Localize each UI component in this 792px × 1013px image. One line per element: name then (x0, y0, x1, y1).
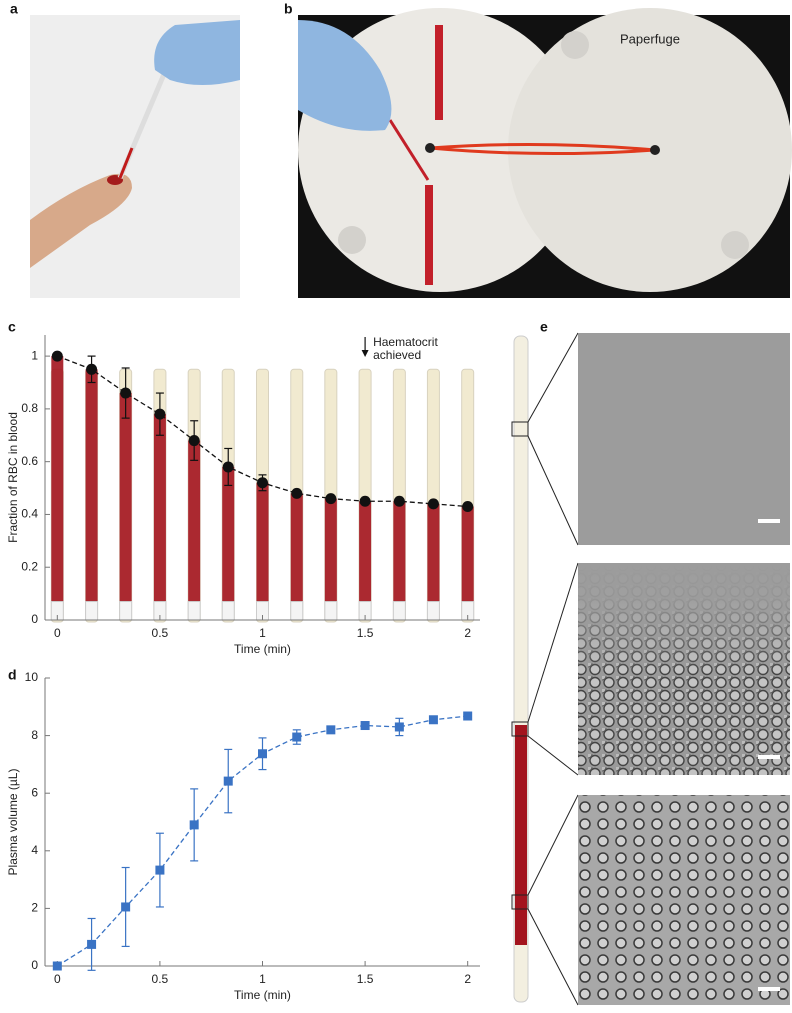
point (326, 725, 336, 735)
photo-a (30, 15, 240, 298)
tube-blood (290, 493, 303, 602)
tube-blood (153, 414, 166, 602)
point (360, 721, 370, 731)
point (223, 776, 233, 786)
point (222, 461, 234, 473)
photo-b: Paperfuge (298, 8, 792, 298)
panel-label: c (8, 319, 16, 335)
point (51, 350, 63, 362)
y-tick-label: 0 (31, 612, 38, 626)
tube-end (187, 601, 201, 621)
x-tick-label: 1.5 (357, 972, 374, 986)
tube-end (85, 601, 99, 621)
point (120, 387, 132, 399)
tube-end (426, 601, 440, 621)
y-tick-label: 4 (31, 843, 38, 857)
chart: 0 2 4 6 8 10 0 0.5 1 1.5 2 Time (min) Plasma volume … (6, 670, 480, 1002)
y-axis-label: Fraction of RBC in blood (6, 412, 20, 543)
tube-blood (324, 498, 337, 602)
x-tick-label: 1 (259, 626, 266, 640)
tube-end (324, 601, 338, 621)
point (359, 495, 371, 507)
x-axis-label: Time (min) (234, 988, 291, 1002)
panel-label: e (540, 319, 548, 335)
x-tick-label: 2 (464, 972, 471, 986)
y-tick-label: 8 (31, 728, 38, 742)
x-tick-label: 0.5 (152, 972, 169, 986)
tube-blood (427, 503, 440, 602)
tube-end (221, 601, 235, 621)
x-tick-label: 1 (259, 972, 266, 986)
y-tick-label: 0.4 (21, 507, 38, 521)
point (189, 820, 199, 830)
photo-label: Paperfuge (620, 31, 680, 46)
panel-label: b (284, 1, 293, 17)
tube-blood (256, 482, 269, 602)
point (188, 435, 200, 447)
chart: 0 0.2 0.4 0.6 0.8 1 0 0.5 1 1.5 2 Time (min) Fractio… (6, 335, 480, 656)
panel-e-images (511, 332, 790, 1006)
point (121, 902, 131, 912)
point (427, 498, 439, 510)
tube-blood (188, 440, 201, 602)
point (257, 477, 268, 489)
y-tick-label: 0.8 (21, 401, 38, 415)
point (155, 865, 165, 875)
tube-blood (393, 501, 406, 602)
point (87, 939, 97, 949)
y-tick-label: 0.6 (21, 454, 38, 468)
x-tick-label: 0 (54, 626, 61, 640)
tube-blood (51, 356, 64, 602)
annotation-text: achieved (373, 348, 421, 362)
tube-blood (222, 466, 235, 602)
x-tick-label: 0 (54, 972, 61, 986)
point (463, 711, 473, 721)
x-tick-label: 2 (464, 626, 471, 640)
y-tick-label: 2 (31, 901, 38, 915)
y-tick-label: 0.2 (21, 559, 38, 573)
tube-blood (85, 369, 98, 602)
x-axis-label: Time (min) (234, 642, 291, 656)
point (325, 493, 337, 505)
y-tick-label: 0 (31, 958, 38, 972)
y-tick-label: 6 (31, 785, 38, 799)
point (86, 363, 98, 375)
y-tick-label: 1 (31, 348, 38, 362)
point (394, 722, 404, 732)
tube-end (290, 601, 304, 621)
point (292, 732, 302, 742)
point (393, 495, 405, 507)
panel-label: d (8, 667, 17, 683)
panel-label: a (10, 1, 18, 17)
tube-end (392, 601, 406, 621)
annotation-arrowhead (361, 350, 369, 357)
x-tick-label: 1.5 (357, 626, 374, 640)
y-tick-label: 10 (25, 670, 39, 684)
point (258, 749, 267, 759)
tube-end (119, 601, 133, 621)
point (52, 961, 62, 971)
point (154, 408, 166, 420)
point (462, 501, 474, 513)
x-tick-label: 0.5 (152, 626, 169, 640)
tube-blood (461, 506, 474, 602)
point (291, 487, 303, 499)
y-axis-label: Plasma volume (µL) (6, 769, 20, 876)
tube-blood (359, 501, 372, 602)
tube-blood (119, 393, 132, 602)
point (428, 715, 438, 725)
annotation-text: Haematocrit (373, 335, 438, 349)
